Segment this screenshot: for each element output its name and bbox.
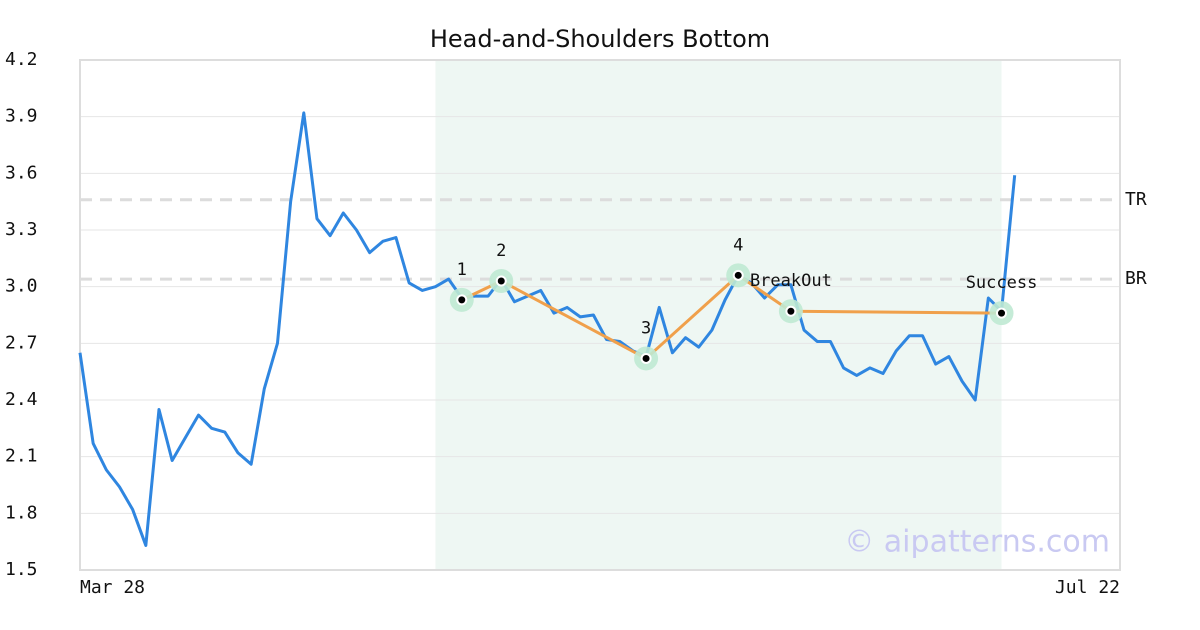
pattern-label: 4: [733, 235, 743, 255]
y-tick-label: 2.1: [5, 446, 38, 467]
y-tick-label: 2.7: [5, 332, 38, 353]
pattern-point: [456, 294, 468, 306]
pattern-label: 3: [641, 318, 651, 338]
pattern-label: 1: [457, 260, 467, 280]
pattern-point: [640, 352, 652, 364]
watermark: © aipatterns.com: [844, 525, 1110, 560]
price-line: [78, 111, 1017, 547]
y-tick-label: 1.5: [5, 559, 38, 580]
pattern-label: 2: [496, 241, 506, 261]
chart-title: Head-and-Shoulders Bottom: [430, 25, 770, 53]
y-tick-label: 4.2: [5, 49, 38, 70]
level-label: BR: [1125, 268, 1147, 289]
pattern-line: [500, 279, 647, 360]
pattern-point: [732, 269, 744, 281]
y-tick-label: 3.0: [5, 276, 38, 297]
x-tick-label: Jul 22: [1055, 577, 1120, 598]
y-tick-label: 3.9: [5, 106, 38, 127]
y-tick-label: 2.4: [5, 389, 38, 410]
pattern-line: [645, 274, 740, 360]
pattern-label: Success: [966, 273, 1038, 293]
pattern-point: [996, 307, 1008, 319]
y-tick-label: 3.6: [5, 162, 38, 183]
level-label: TR: [1125, 189, 1147, 210]
plot-border: [79, 59, 1121, 571]
x-tick-label: Mar 28: [80, 577, 145, 598]
pattern-point: [495, 275, 507, 287]
pattern-line: [790, 309, 1002, 315]
pattern-point: [785, 305, 797, 317]
y-tick-label: 3.3: [5, 219, 38, 240]
y-tick-label: 1.8: [5, 502, 38, 523]
pattern-label: BreakOut: [750, 271, 832, 291]
